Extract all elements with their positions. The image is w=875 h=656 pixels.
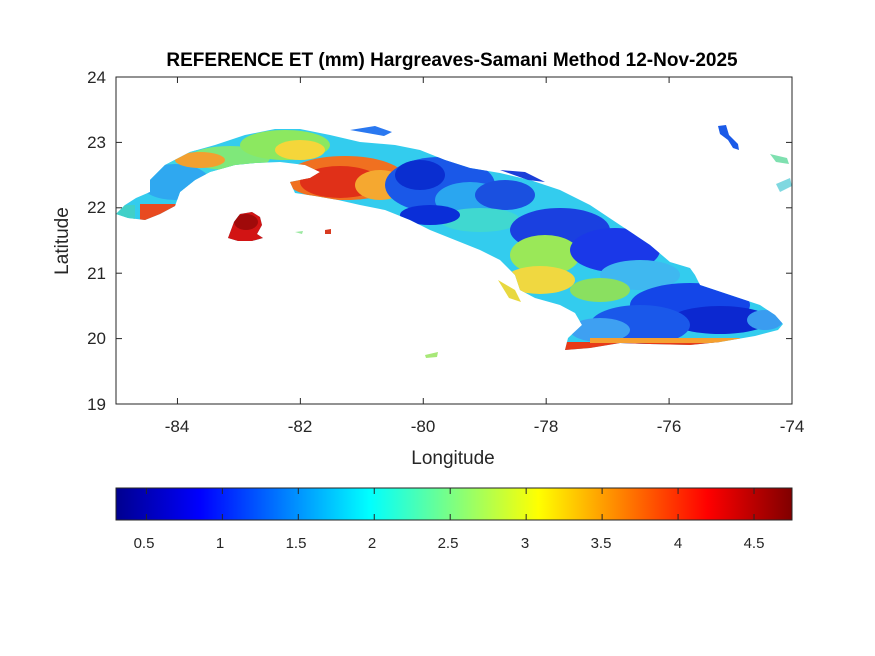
x-tick-label: -76 <box>657 417 682 436</box>
x-tick-labels: -84 -82 -80 -78 -76 -74 <box>165 417 805 436</box>
colorbar: 0.5 1 1.5 2 2.5 3 3.5 4 4.5 <box>115 487 793 552</box>
map-plot-area <box>115 76 793 405</box>
plot-frame <box>115 76 793 405</box>
x-tick-label: -80 <box>411 417 436 436</box>
colorbar-tick-labels: 0.5 1 1.5 2 2.5 3 3.5 4 4.5 <box>134 535 765 552</box>
key-islands-north <box>350 126 392 136</box>
colorbar-tick-label: 4 <box>674 535 682 552</box>
key-island-far-east <box>770 154 789 164</box>
plot-background <box>116 77 792 404</box>
y-axis-label: Latitude <box>52 207 73 275</box>
key-island-far-east-2 <box>776 178 792 192</box>
y-tick-label: 23 <box>87 133 106 152</box>
colorbar-tick-label: 1.5 <box>286 535 307 552</box>
y-tick-label: 24 <box>87 68 106 87</box>
key-islet-west <box>325 229 331 234</box>
y-tick-label: 21 <box>87 264 106 283</box>
y-tick-label: 19 <box>87 395 106 414</box>
colorbar-tick-label: 3 <box>521 535 529 552</box>
colorbar-tick-label: 2 <box>368 535 376 552</box>
x-tick-marks <box>176 77 793 404</box>
x-tick-label: -82 <box>288 417 313 436</box>
key-south-west <box>425 352 438 358</box>
key-islet-west-2 <box>295 231 303 234</box>
x-tick-label: -74 <box>780 417 805 436</box>
colorbar-tick-label: 1 <box>216 535 224 552</box>
colorbar-tick-marks <box>145 488 755 520</box>
colorbar-tick-label: 0.5 <box>134 535 155 552</box>
y-tick-label: 22 <box>87 198 106 217</box>
colorbar-tick-label: 3.5 <box>591 535 612 552</box>
x-axis-label: Longitude <box>411 448 494 469</box>
map-title: REFERENCE ET (mm) Hargreaves-Samani Meth… <box>166 50 738 71</box>
y-tick-marks <box>116 76 792 405</box>
key-islands-north-east <box>500 170 545 182</box>
y-tick-label: 20 <box>87 329 106 348</box>
x-tick-label: -78 <box>534 417 559 436</box>
colorbar-tick-label: 2.5 <box>438 535 459 552</box>
key-south-central <box>498 280 521 302</box>
key-island-east <box>718 125 739 150</box>
x-tick-label: -84 <box>165 417 190 436</box>
colorbar-gradient <box>115 487 793 521</box>
y-tick-labels: 19 20 21 22 23 24 <box>87 68 106 414</box>
colorbar-tick-label: 4.5 <box>744 535 765 552</box>
